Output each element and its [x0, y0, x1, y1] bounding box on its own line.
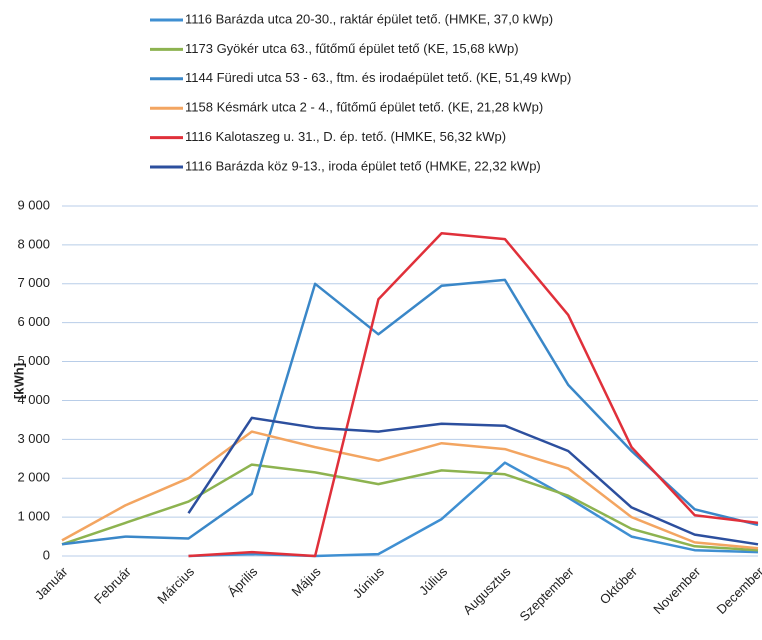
y-tick-label: 0: [43, 547, 50, 562]
series-line: [188, 231, 759, 558]
y-tick-label: 3 000: [17, 431, 50, 446]
x-tick-label: Október: [597, 563, 641, 607]
legend-label: 1116 Barázda utca 20-30., raktár épület …: [185, 11, 553, 26]
y-tick-label: 5 000: [17, 353, 50, 368]
y-tick-label: 9 000: [17, 197, 50, 212]
x-tick-label: Január: [32, 563, 71, 602]
y-tick-label: 2 000: [17, 470, 50, 485]
x-tick-label: Március: [154, 564, 197, 607]
x-tick-label: December: [714, 563, 762, 616]
x-tick-label: Június: [350, 564, 388, 602]
x-tick-label: Május: [289, 564, 324, 599]
x-tick-label: Február: [91, 563, 134, 606]
y-tick-label: 1 000: [17, 509, 50, 524]
y-tick-label: 4 000: [17, 392, 50, 407]
series-line: [61, 278, 759, 546]
legend-label: 1116 Barázda köz 9-13., iroda épület tet…: [185, 158, 541, 173]
x-tick-label: Szeptember: [517, 563, 578, 624]
series-line: [188, 461, 759, 558]
y-tick-label: 7 000: [17, 275, 50, 290]
x-tick-label: Augusztus: [460, 564, 514, 618]
legend-label: 1144 Füredi utca 53 - 63., ftm. és iroda…: [185, 70, 571, 85]
series-line: [61, 430, 759, 550]
x-tick-label: Július: [416, 564, 450, 598]
legend-label: 1173 Gyökér utca 63., fűtőmű épület tető…: [185, 41, 519, 56]
y-tick-label: 6 000: [17, 314, 50, 329]
series-line: [187, 416, 759, 546]
legend-label: 1116 Kalotaszeg u. 31., D. ép. tető. (HM…: [185, 129, 506, 144]
y-axis-label: [kWh]: [11, 363, 26, 399]
legend-label: 1158 Késmárk utca 2 - 4., fűtőmű épület …: [185, 100, 543, 115]
x-tick-label: Április: [225, 564, 261, 600]
x-tick-label: November: [650, 563, 703, 616]
series-line: [61, 463, 759, 552]
y-tick-label: 8 000: [17, 236, 50, 251]
